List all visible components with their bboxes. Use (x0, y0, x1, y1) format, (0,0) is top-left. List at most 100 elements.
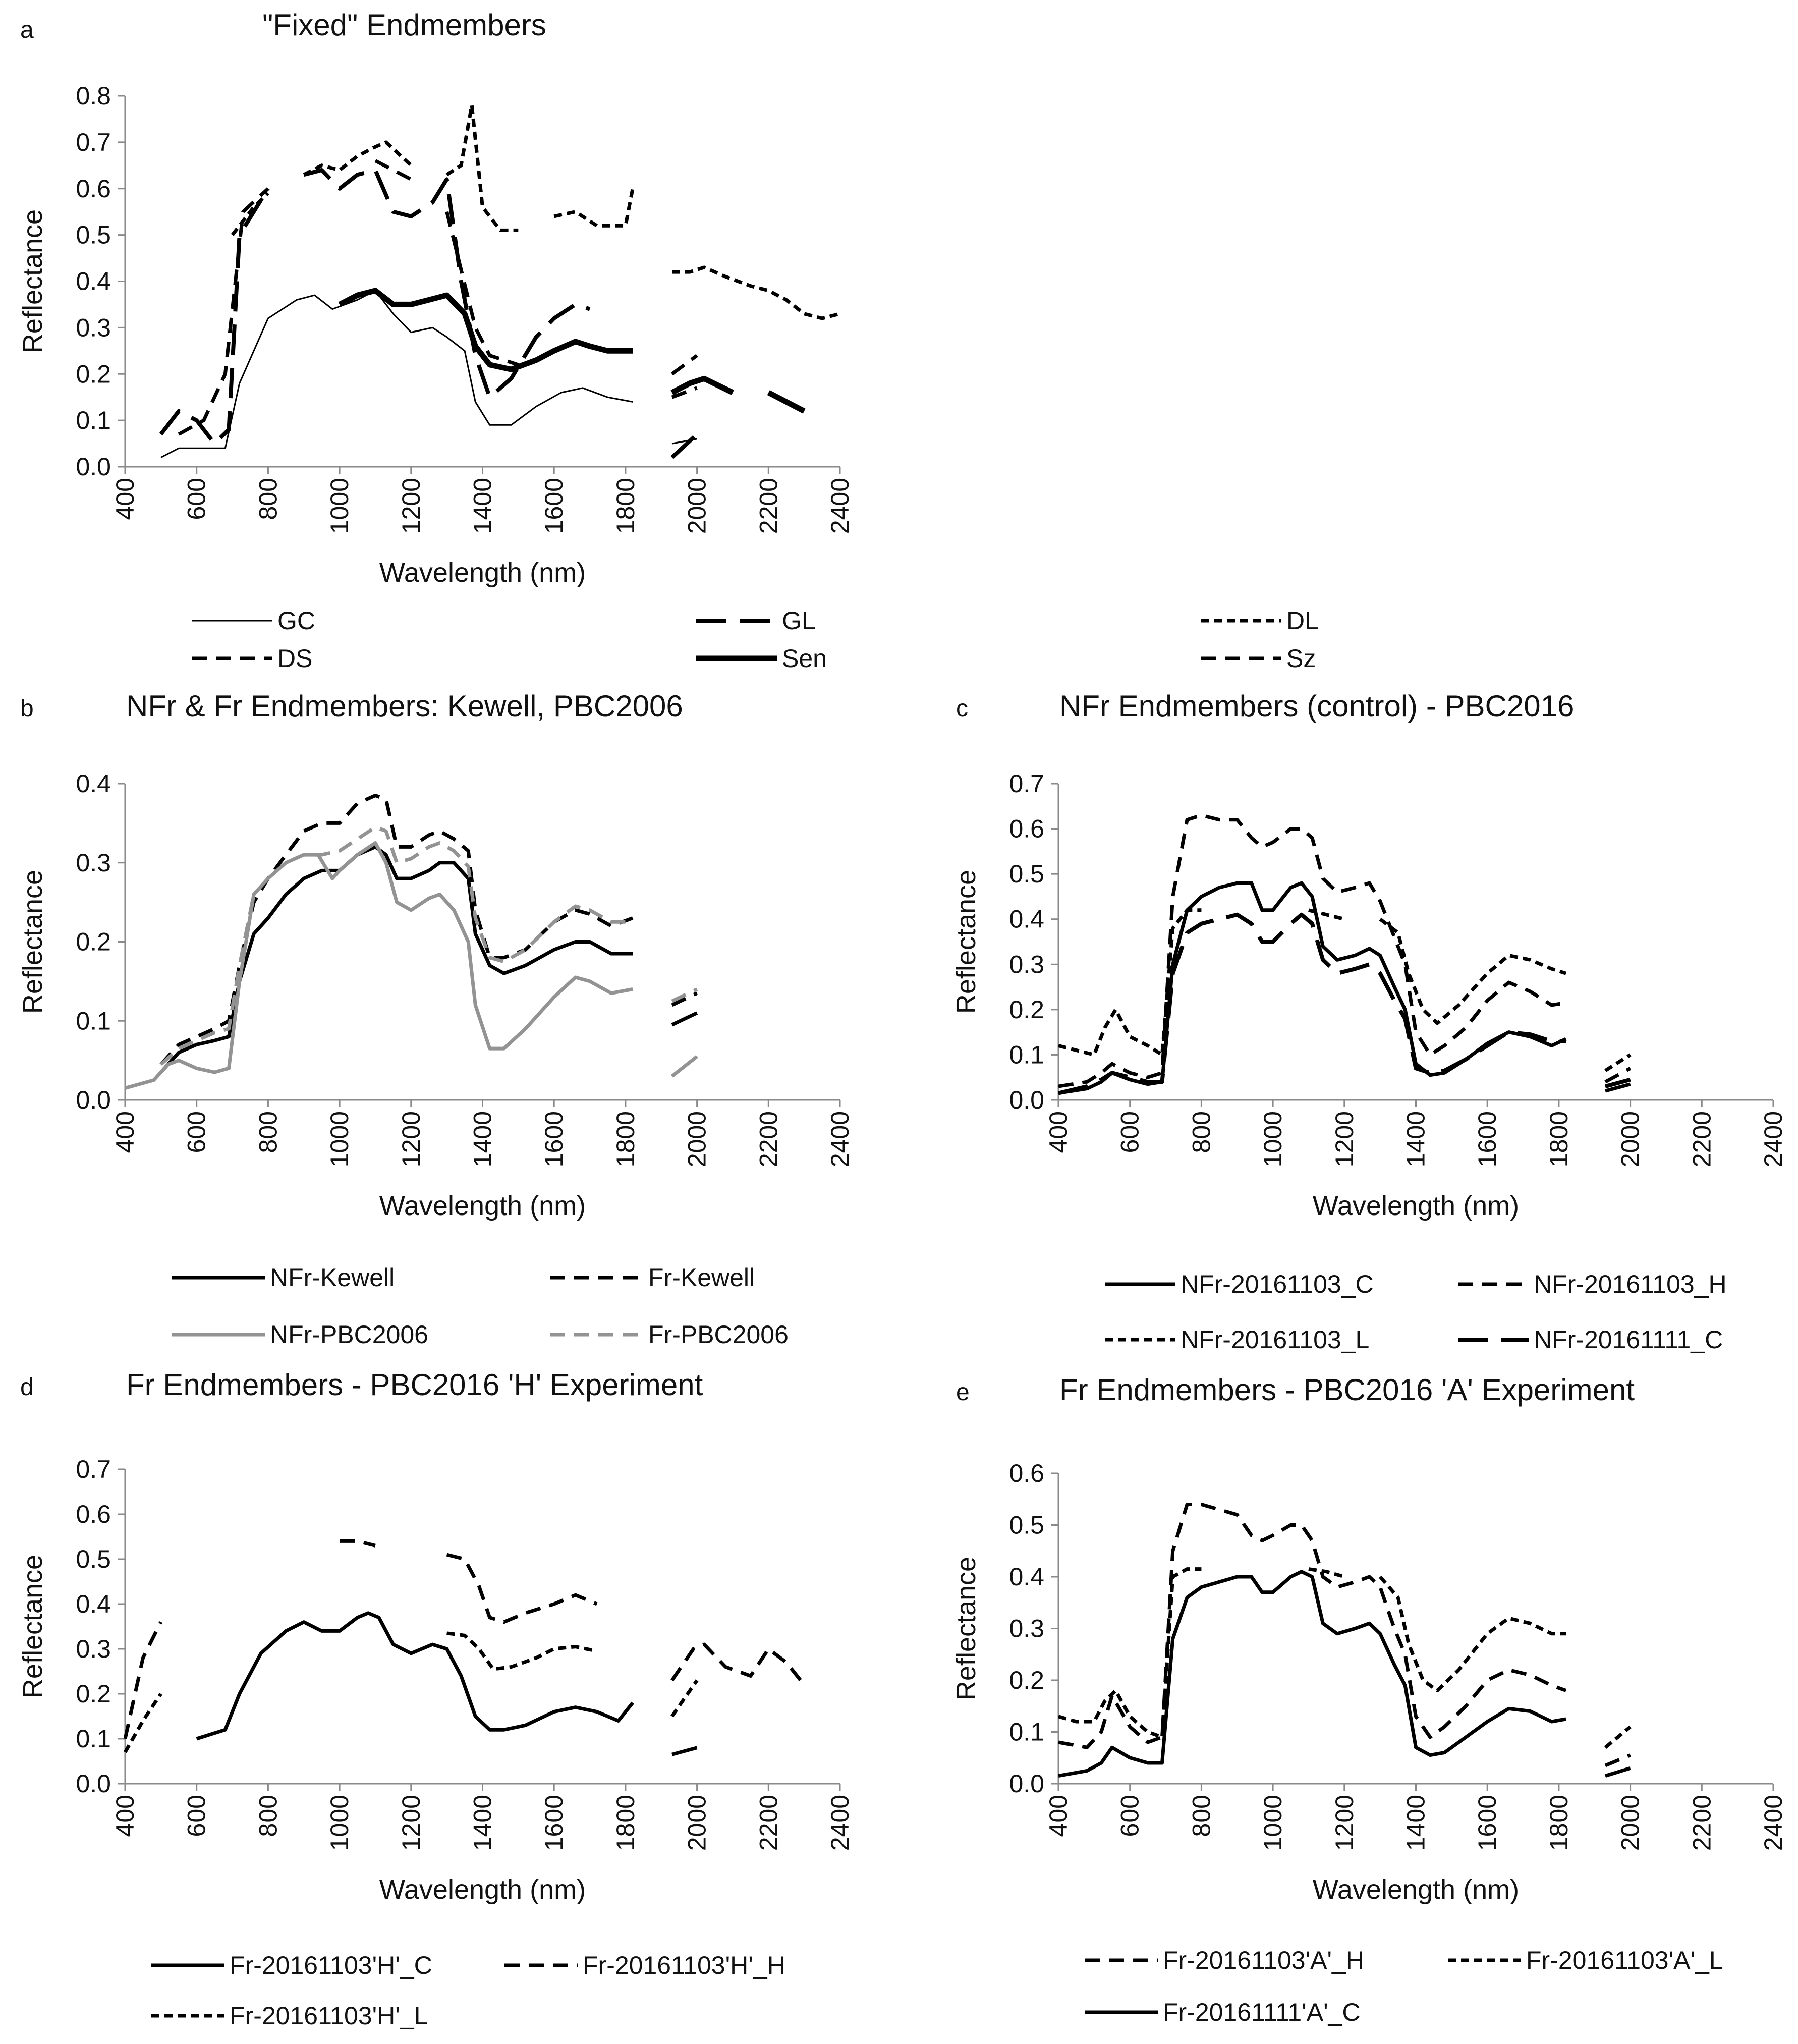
series-line-fr-20161103-h-l (446, 1631, 597, 1671)
panel-letter: c (956, 695, 968, 722)
y-tick-label: 0.5 (1009, 860, 1044, 888)
series-line-fr-pbc2006 (671, 987, 698, 1003)
legend-label: NFr-PBC2006 (270, 1320, 428, 1349)
x-tick-label: 1000 (1259, 1795, 1287, 1851)
legend-label: Sen (782, 644, 827, 673)
x-tick-label: 2000 (683, 478, 711, 534)
y-tick-label: 0.3 (1009, 1615, 1044, 1643)
series-line-dl-2 (672, 265, 840, 320)
x-tick-label: 2200 (754, 478, 782, 534)
legend-label: GC (277, 606, 315, 635)
y-tick-label: 0.7 (1009, 769, 1044, 798)
series-line-fr-20161103-h-l (670, 1679, 699, 1718)
x-tick-label: 800 (254, 478, 282, 520)
x-tick-label: 1400 (1402, 1111, 1430, 1167)
series-line-dl (553, 188, 635, 228)
x-tick-label: 2000 (683, 1795, 711, 1851)
x-tick-label: 1000 (325, 1111, 354, 1167)
series-line-sen (670, 375, 734, 395)
x-tick-label: 1800 (1545, 1111, 1573, 1167)
series-line-sen (767, 390, 806, 414)
y-tick-label: 0.4 (76, 267, 111, 296)
series-line-fr-20161103-h-h (670, 1642, 806, 1686)
y-tick-label: 0.1 (76, 406, 111, 434)
x-tick-label: 2400 (1759, 1111, 1787, 1167)
y-tick-label: 0.0 (76, 1770, 111, 1798)
x-tick-label: 800 (254, 1795, 282, 1837)
series-line-nfr-20161103-l (1379, 917, 1567, 1025)
series-line-fr-20161103-h-h (446, 1553, 598, 1624)
y-tick-label: 0.4 (76, 769, 111, 798)
legend-label: DL (1286, 606, 1319, 635)
x-tick-label: 1400 (469, 1795, 497, 1851)
x-axis-title: Wavelength (nm) (379, 1874, 586, 1905)
panel-title: Fr Endmembers - PBC2016 'H' Experiment (126, 1368, 703, 1402)
x-axis-title: Wavelength (nm) (1313, 1874, 1519, 1905)
y-tick-label: 0.7 (76, 128, 111, 156)
series-line-fr-20161103-h-l (123, 1693, 162, 1753)
legend-label: Fr-Kewell (648, 1263, 755, 1292)
series-line-fr-kewell (671, 991, 698, 1007)
series-line-gl (670, 432, 699, 459)
series-line-nfr-kewell (671, 1011, 698, 1027)
series-line-fr-20161103-a-h (1604, 1753, 1631, 1767)
x-tick-label: 1200 (397, 1795, 425, 1851)
panel-b: b NFr & Fr Endmembers: Kewell, PBC2006 0.0… (18, 689, 854, 1349)
x-tick-label: 400 (111, 1795, 139, 1837)
x-tick-label: 2000 (1616, 1111, 1645, 1167)
series-line-nfr-20161103-h (1058, 813, 1566, 1088)
series-line-sen (338, 288, 633, 372)
series-line-nfr-20161103-c (1605, 1082, 1631, 1093)
y-tick-label: 0.1 (76, 1007, 111, 1035)
y-tick-label: 0.8 (76, 82, 111, 110)
series-line-gc (160, 290, 633, 458)
x-tick-label: 2400 (826, 1111, 854, 1167)
series-line-fr-20161103-h-h (123, 1621, 163, 1739)
x-axis-title: Wavelength (nm) (379, 1191, 586, 1221)
series-line-fr-pbc2006 (159, 825, 633, 1066)
legend-label: Sz (1286, 644, 1316, 673)
legend-label: NFr-20161103_C (1181, 1270, 1374, 1298)
x-tick-label: 1400 (469, 478, 497, 534)
x-tick-label: 800 (1187, 1111, 1215, 1153)
panel-letter: e (956, 1379, 970, 1406)
x-tick-label: 2200 (754, 1111, 782, 1167)
series-line-dl (445, 103, 519, 232)
x-tick-label: 1600 (1473, 1111, 1501, 1167)
legend-label: NFr-Kewell (270, 1263, 395, 1292)
y-tick-label: 0.3 (76, 313, 111, 342)
series-line-dl (303, 140, 413, 177)
series-line-fr-20161103-a-l (1379, 1575, 1566, 1692)
series-line-fr-20161103-a-l (1604, 1725, 1632, 1749)
legend-label: Fr-20161111'A'_C (1163, 1998, 1361, 2026)
y-tick-label: 0.5 (1009, 1511, 1044, 1539)
series-line-fr-20161103-a-l (1058, 1567, 1202, 1739)
x-tick-label: 800 (1187, 1795, 1215, 1837)
y-tick-label: 0.0 (1009, 1086, 1044, 1114)
x-tick-label: 1600 (1473, 1795, 1501, 1851)
y-axis-title: Reflectance (951, 870, 981, 1014)
panel-d: d Fr Endmembers - PBC2016 'H' Experiment 0… (18, 1368, 854, 2030)
series-line-gl (159, 187, 270, 446)
panel-letter: a (20, 17, 34, 43)
x-tick-label: 400 (111, 1111, 139, 1153)
series-line-nfr-20161103-c (1058, 881, 1567, 1095)
x-tick-label: 600 (183, 478, 211, 520)
series-line-nfr-20161103-l (1604, 1053, 1632, 1072)
y-axis-title: Reflectance (18, 870, 48, 1014)
series-line-sz (178, 187, 269, 436)
series-line-fr-20161103-a-h (1058, 1503, 1567, 1749)
y-tick-label: 0.6 (76, 1500, 111, 1528)
y-tick-label: 0.0 (76, 453, 111, 481)
legend-label: Fr-20161103'A'_H (1163, 1946, 1364, 1974)
legend-label: Fr-PBC2006 (648, 1320, 789, 1349)
series-line-nfr-20161103-h (1604, 1067, 1632, 1084)
legend-label: GL (782, 606, 816, 635)
y-tick-label: 0.2 (76, 360, 111, 388)
legend-label: Fr-20161103'A'_L (1526, 1946, 1723, 1974)
y-tick-label: 0.6 (76, 175, 111, 203)
y-tick-label: 0.5 (76, 1545, 111, 1573)
series-line-sz (374, 159, 412, 181)
x-tick-label: 600 (1116, 1111, 1144, 1153)
